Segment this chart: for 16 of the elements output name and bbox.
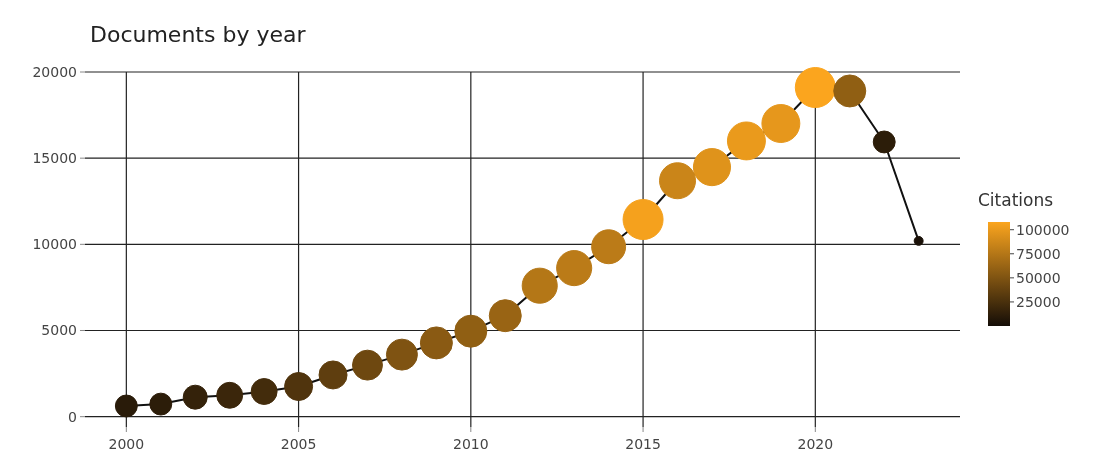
x-tick-label: 2000 (108, 436, 145, 452)
y-tick-label: 20000 (32, 64, 77, 80)
y-tick-label: 5000 (41, 322, 77, 339)
color-bar-title: Citations (978, 190, 1054, 210)
x-tick-label: 2010 (453, 436, 489, 452)
color-bar-label: 50000 (1016, 269, 1061, 286)
y-tick-label: 10000 (32, 236, 77, 253)
x-tick-label: 2015 (625, 436, 661, 452)
color-bar-label: 75000 (1016, 245, 1061, 262)
color-bar-label: 25000 (1016, 293, 1061, 310)
y-tick-label: 15000 (32, 150, 77, 167)
color-bar-label: 100000 (1016, 221, 1070, 238)
y-tick-label: 0 (68, 408, 77, 425)
chart-title: Documents by year (90, 22, 307, 47)
x-tick-label: 2005 (280, 436, 317, 452)
x-tick-label: 2020 (797, 436, 834, 452)
